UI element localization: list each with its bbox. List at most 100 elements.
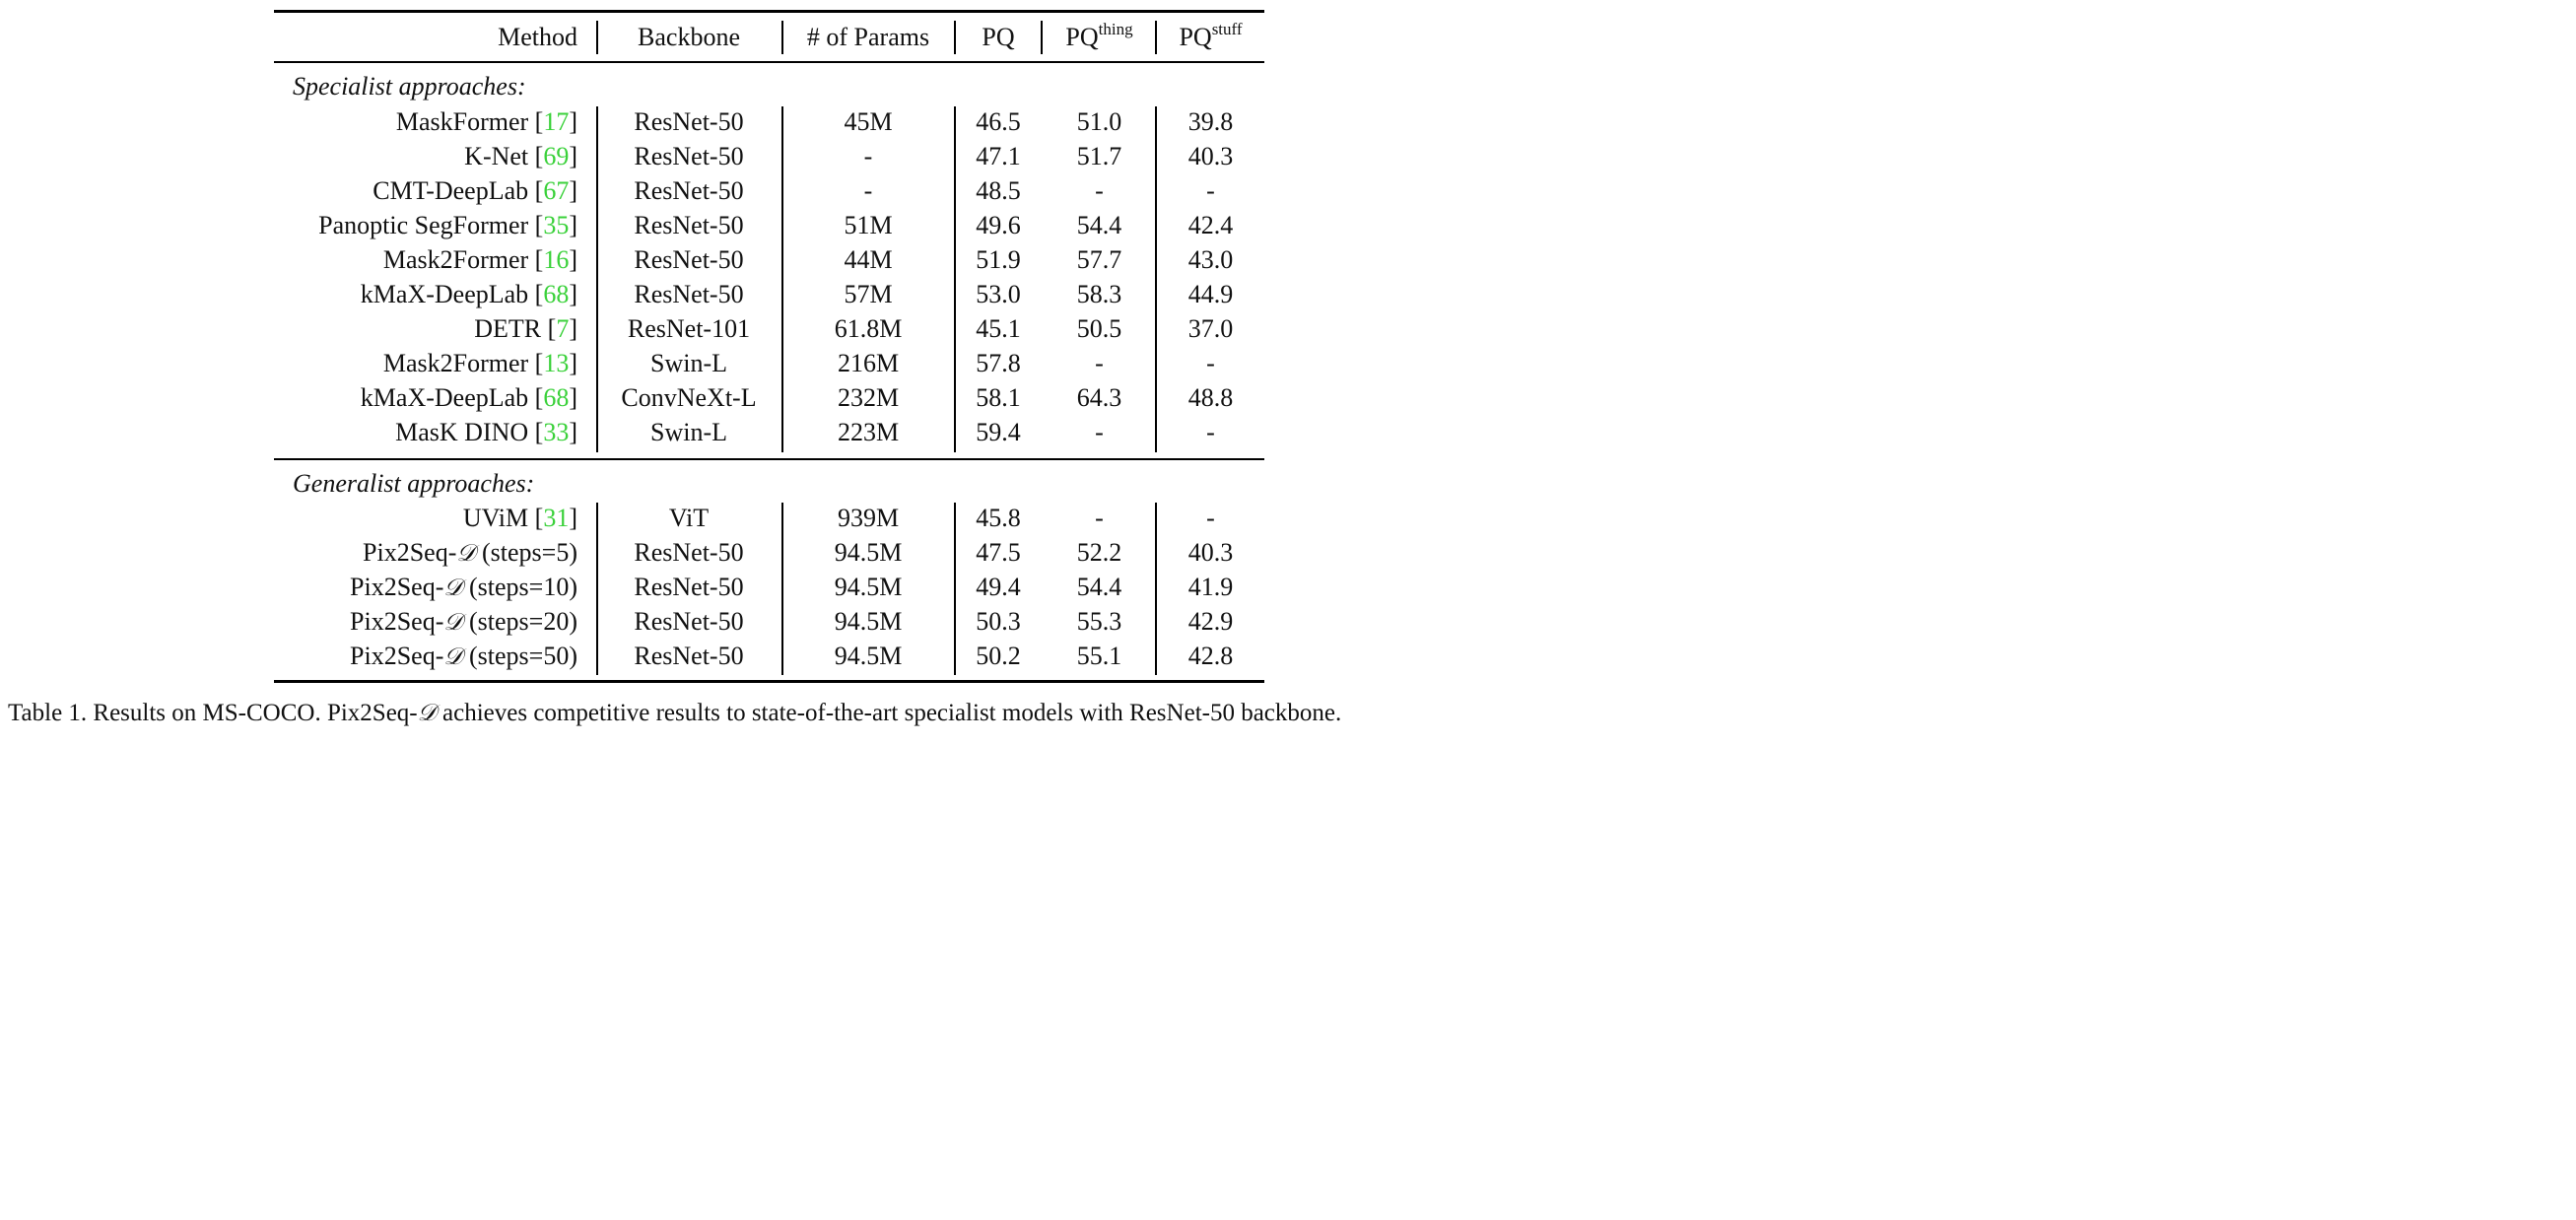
- column-separator: [1155, 503, 1157, 675]
- method-cell: MaskFormer [17]: [395, 107, 577, 136]
- generalist-section-label: Generalist approaches:: [293, 469, 535, 498]
- section-divider-rule: [274, 458, 1264, 460]
- header-pq-thing: PQthing: [1043, 20, 1156, 54]
- citation-link[interactable]: 7: [556, 314, 570, 343]
- pq-cell: 50.3: [976, 607, 1021, 636]
- caption-text-before: Table 1. Results on MS-COCO. Pix2Seq-: [8, 700, 418, 726]
- pq-thing-cell: 54.4: [1076, 211, 1122, 239]
- method-cell: DETR [7]: [474, 314, 577, 343]
- pq-thing-cell: 52.2: [1076, 538, 1122, 567]
- citation-link[interactable]: 67: [543, 176, 570, 205]
- method-name: K-Net: [464, 142, 529, 170]
- table-row: DETR [7] ResNet-101 61.8M 45.1 50.5 37.0: [274, 311, 1264, 346]
- params-cell: 94.5M: [834, 607, 903, 636]
- header-separator: [954, 21, 956, 54]
- method-cell: MasK DINO [33]: [395, 418, 577, 446]
- column-separator: [596, 106, 598, 452]
- backbone-cell: ResNet-50: [634, 607, 744, 636]
- method-cell: kMaX-DeepLab [68]: [360, 280, 577, 308]
- params-cell: 57M: [844, 280, 893, 308]
- citation-link[interactable]: 35: [543, 211, 570, 239]
- pq-cell: 48.5: [976, 176, 1021, 205]
- pq-thing-cell: 51.7: [1076, 142, 1122, 170]
- pq-cell: 47.5: [976, 538, 1021, 567]
- pq-cell: 51.9: [976, 245, 1021, 274]
- specialist-section-label: Specialist approaches:: [293, 72, 526, 101]
- pq-thing-cell: -: [1095, 504, 1104, 532]
- pq-thing-cell: 64.3: [1076, 383, 1122, 412]
- table-row: UViM [31] ViT 939M 45.8 - -: [274, 501, 1264, 535]
- pq-thing-cell: 58.3: [1076, 280, 1122, 308]
- column-separator: [781, 106, 783, 452]
- table-row: K-Net [69] ResNet-50 - 47.1 51.7 40.3: [274, 139, 1264, 173]
- header-pq-stuff: PQstuff: [1157, 20, 1264, 54]
- column-separator: [781, 503, 783, 675]
- params-cell: 94.5M: [834, 642, 903, 670]
- backbone-cell: ResNet-50: [634, 176, 744, 205]
- citation-link[interactable]: 17: [543, 107, 570, 136]
- script-d-symbol: 𝒟: [443, 608, 463, 636]
- pq-thing-cell: -: [1095, 176, 1104, 205]
- header-pq: PQ: [982, 23, 1015, 51]
- backbone-cell: Swin-L: [650, 349, 727, 377]
- pq-thing-cell: 54.4: [1076, 573, 1122, 601]
- method-name: CMT-DeepLab: [373, 176, 529, 205]
- method-prefix: Pix2Seq-: [350, 573, 444, 601]
- pq-stuff-cell: 42.4: [1187, 211, 1234, 239]
- pq-cell: 53.0: [976, 280, 1021, 308]
- citation-link[interactable]: 33: [543, 418, 570, 446]
- params-cell: -: [863, 176, 873, 205]
- backbone-cell: ResNet-101: [627, 314, 751, 343]
- backbone-cell: ConvNeXt-L: [621, 383, 757, 412]
- method-prefix: Pix2Seq-: [363, 538, 457, 567]
- pq-cell: 49.6: [976, 211, 1021, 239]
- pq-cell: 58.1: [976, 383, 1021, 412]
- pq-stuff-cell: -: [1206, 176, 1215, 205]
- method-suffix: (steps=50): [462, 642, 577, 670]
- pq-stuff-cell: -: [1206, 418, 1215, 446]
- citation-link[interactable]: 68: [543, 280, 570, 308]
- method-cell: UViM [31]: [462, 504, 577, 532]
- table-row: Mask2Former [16] ResNet-50 44M 51.9 57.7…: [274, 242, 1264, 277]
- header-separator: [781, 21, 783, 54]
- params-cell: 94.5M: [834, 573, 903, 601]
- params-cell: 939M: [837, 504, 900, 532]
- table-header-row: Method Backbone # of Params PQ PQthing P…: [274, 20, 1264, 54]
- params-cell: 51M: [844, 211, 893, 239]
- table-row: kMaX-DeepLab [68] ResNet-50 57M 53.0 58.…: [274, 277, 1264, 311]
- pq-cell: 50.2: [976, 642, 1021, 670]
- column-separator: [954, 106, 956, 452]
- citation-link[interactable]: 69: [543, 142, 570, 170]
- table-top-rule: [274, 10, 1264, 13]
- pq-stuff-cell: 40.3: [1187, 142, 1234, 170]
- table-row: MaskFormer [17] ResNet-50 45M 46.5 51.0 …: [274, 104, 1264, 139]
- method-cell: Mask2Former [13]: [382, 349, 577, 377]
- pq-stuff-cell: 44.9: [1187, 280, 1234, 308]
- column-separator: [1155, 106, 1157, 452]
- backbone-cell: ResNet-50: [634, 142, 744, 170]
- params-cell: 45M: [844, 107, 893, 136]
- pq-stuff-cell: 42.9: [1187, 607, 1234, 636]
- method-cell: Panoptic SegFormer [35]: [318, 211, 577, 239]
- backbone-cell: ResNet-50: [634, 538, 744, 567]
- pq-cell: 57.8: [976, 349, 1021, 377]
- pq-thing-cell: 55.3: [1076, 607, 1122, 636]
- params-cell: -: [863, 142, 873, 170]
- method-name: kMaX-DeepLab: [360, 280, 529, 308]
- method-cell: Pix2Seq-𝒟 (steps=5): [274, 535, 577, 570]
- table-row: Pix2Seq-𝒟 (steps=5) ResNet-50 94.5M 47.5…: [274, 535, 1264, 570]
- backbone-cell: ResNet-50: [634, 280, 744, 308]
- caption-text-after: achieves competitive results to state-of…: [436, 700, 1342, 726]
- header-separator: [596, 21, 598, 54]
- table-row: Mask2Former [13] Swin-L 216M 57.8 - -: [274, 346, 1264, 380]
- citation-link[interactable]: 13: [543, 349, 570, 377]
- table-caption: Table 1. Results on MS-COCO. Pix2Seq-𝒟 a…: [8, 696, 1341, 730]
- citation-link[interactable]: 16: [543, 245, 570, 274]
- method-suffix: (steps=10): [462, 573, 577, 601]
- params-cell: 94.5M: [834, 538, 903, 567]
- citation-link[interactable]: 68: [543, 383, 570, 412]
- method-cell: Mask2Former [16]: [382, 245, 577, 274]
- citation-link[interactable]: 31: [543, 504, 570, 532]
- script-d-symbol: 𝒟: [417, 699, 437, 726]
- method-prefix: Pix2Seq-: [350, 642, 444, 670]
